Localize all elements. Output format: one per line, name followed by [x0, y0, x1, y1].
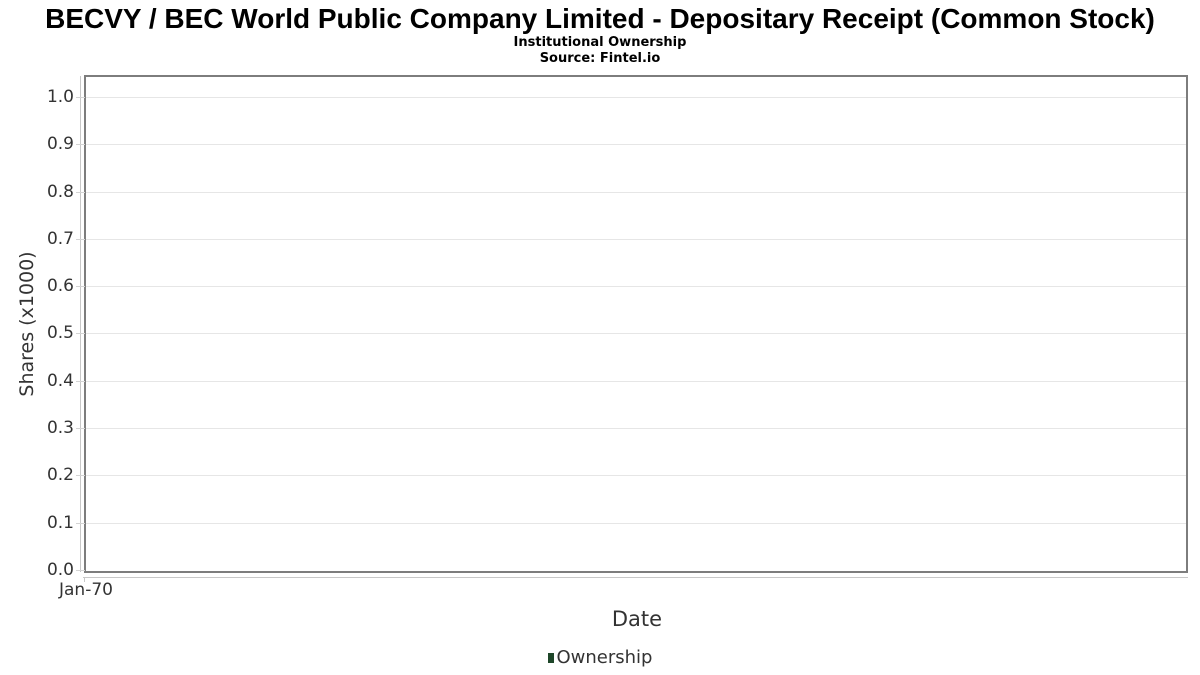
legend-item-ownership[interactable]: Ownership	[547, 647, 653, 668]
y-axis-title: Shares (x1000)	[16, 251, 38, 397]
y-tick-label: 0.8	[46, 182, 74, 202]
chart-subtitle: Institutional Ownership	[513, 35, 687, 50]
y-gridline	[86, 97, 1186, 98]
x-axis-line	[83, 577, 1188, 578]
chart-source-label: Source: Fintel.io	[539, 51, 661, 66]
y-tick-label: 0.7	[46, 229, 74, 249]
x-tick-label: Jan-70	[59, 580, 113, 600]
y-tick-mark	[76, 523, 85, 524]
y-tick-mark	[76, 475, 85, 476]
y-tick-mark	[76, 570, 85, 571]
y-gridline	[86, 286, 1186, 287]
plot-area	[84, 75, 1188, 573]
y-tick-mark	[76, 97, 85, 98]
y-tick-mark	[76, 192, 85, 193]
chart-title: BECVY / BEC World Public Company Limited…	[45, 3, 1155, 34]
y-tick-label: 0.2	[46, 465, 74, 485]
y-tick-mark	[76, 144, 85, 145]
x-tick-mark	[84, 577, 85, 582]
y-tick-label: 0.4	[46, 371, 74, 391]
y-tick-label: 0.9	[46, 134, 74, 154]
y-tick-label: 0.5	[46, 323, 74, 343]
legend-label-ownership: Ownership	[556, 647, 653, 668]
y-tick-mark	[76, 239, 85, 240]
legend-marker-ownership	[547, 652, 554, 663]
y-gridline	[86, 333, 1186, 334]
y-tick-label: 0.3	[46, 418, 74, 438]
y-gridline	[86, 144, 1186, 145]
y-tick-mark	[76, 381, 85, 382]
y-tick-mark	[76, 428, 85, 429]
y-tick-label: 0.1	[46, 513, 74, 533]
y-tick-mark	[76, 333, 85, 334]
y-gridline	[86, 192, 1186, 193]
y-axis-line	[80, 76, 81, 572]
y-tick-mark	[76, 286, 85, 287]
x-axis-title: Date	[611, 607, 663, 631]
y-gridline	[86, 523, 1186, 524]
y-gridline	[86, 475, 1186, 476]
y-tick-label: 0.0	[46, 560, 74, 580]
legend: Ownership	[0, 647, 1200, 668]
y-tick-label: 0.6	[46, 276, 74, 296]
y-tick-label: 1.0	[46, 87, 74, 107]
y-gridline	[86, 381, 1186, 382]
y-gridline	[86, 239, 1186, 240]
y-gridline	[86, 428, 1186, 429]
